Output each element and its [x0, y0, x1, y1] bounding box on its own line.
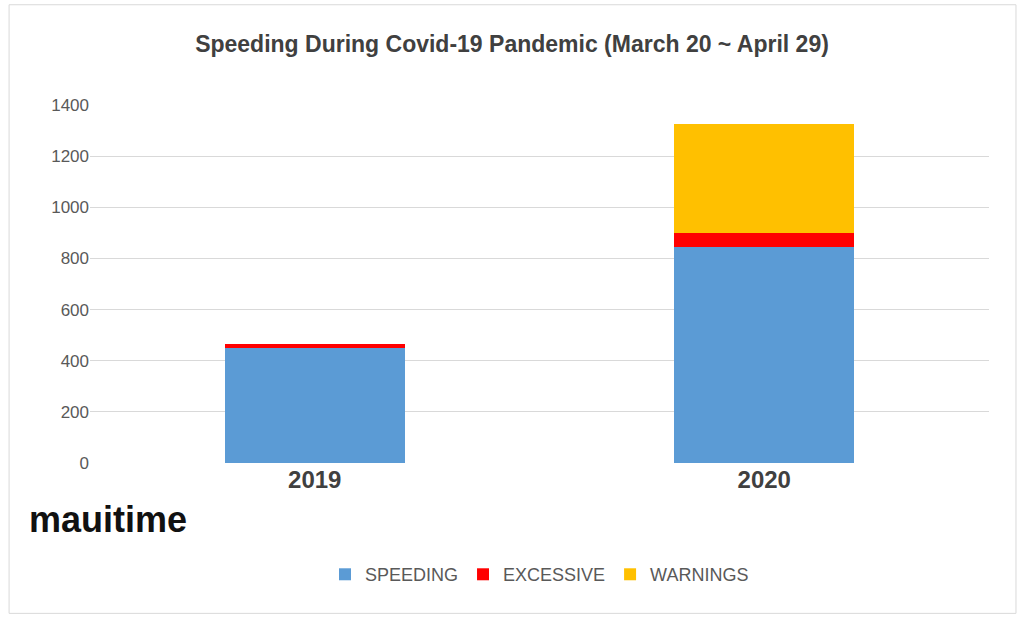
- svg-text:200: 200: [61, 403, 89, 422]
- svg-text:Speeding During Covid-19 Pande: Speeding During Covid-19 Pandemic (March…: [195, 31, 829, 57]
- svg-text:1200: 1200: [51, 147, 89, 166]
- svg-text:1400: 1400: [51, 96, 89, 115]
- svg-text:400: 400: [61, 352, 89, 371]
- svg-text:2019: 2019: [288, 466, 341, 493]
- svg-text:0: 0: [80, 454, 89, 473]
- svg-text:1000: 1000: [51, 198, 89, 217]
- svg-text:mauitime: mauitime: [29, 499, 187, 540]
- svg-text:600: 600: [61, 301, 89, 320]
- svg-text:2020: 2020: [738, 466, 791, 493]
- svg-text:SPEEDING: SPEEDING: [365, 565, 458, 585]
- svg-text:800: 800: [61, 249, 89, 268]
- svg-text:EXCESSIVE: EXCESSIVE: [503, 565, 605, 585]
- svg-text:WARNINGS: WARNINGS: [650, 565, 748, 585]
